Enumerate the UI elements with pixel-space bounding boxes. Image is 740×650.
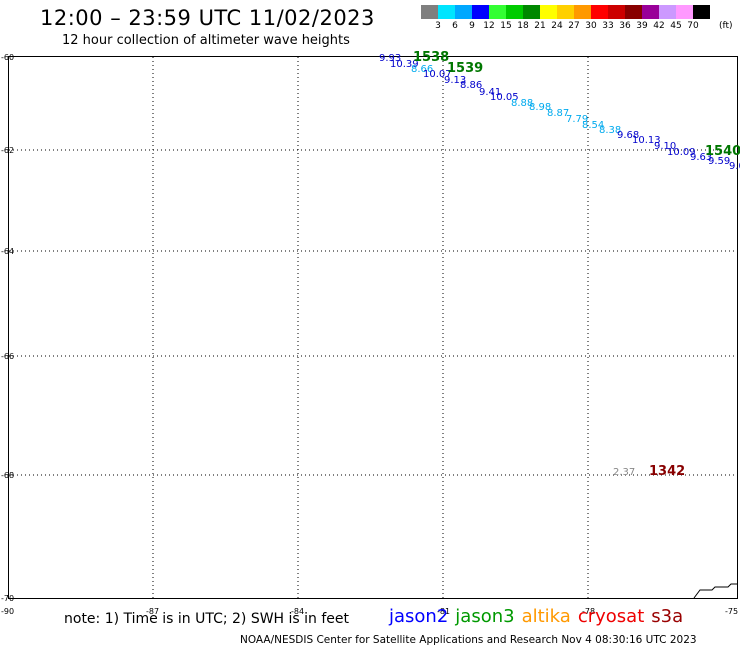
legend-swatch-16 bbox=[693, 5, 710, 19]
lon-label: -78 bbox=[582, 607, 595, 616]
legend-swatch-4 bbox=[489, 5, 506, 19]
lat-label: -64 bbox=[1, 247, 14, 256]
legend-label-6: 21 bbox=[534, 21, 546, 31]
legend-label-9: 30 bbox=[585, 21, 597, 31]
legend-swatch-14 bbox=[659, 5, 676, 19]
lon-label: -81 bbox=[437, 607, 450, 616]
satellite-cryosat: cryosat bbox=[577, 606, 645, 627]
legend-swatch-8 bbox=[557, 5, 574, 19]
pass-time-label: 1342 bbox=[649, 464, 685, 479]
map-subtitle: 12 hour collection of altimeter wave hei… bbox=[62, 33, 350, 48]
swh-label: 8.87 bbox=[547, 108, 569, 119]
legend-label-14: 45 bbox=[670, 21, 682, 31]
legend-swatch-3 bbox=[472, 5, 489, 19]
pass-time-label: 1538 bbox=[413, 50, 449, 65]
legend-label-13: 42 bbox=[653, 21, 665, 31]
swh-label: 8.66 bbox=[411, 64, 433, 75]
swh-label: 9.13 bbox=[444, 75, 466, 86]
legend-label-1: 6 bbox=[452, 21, 458, 31]
swh-label: 2.37 bbox=[613, 467, 635, 478]
footer-note: note: 1) Time is in UTC; 2) SWH is in fe… bbox=[64, 611, 350, 627]
legend-swatch-5 bbox=[506, 5, 523, 19]
lon-label: -90 bbox=[1, 607, 14, 616]
swh-label: 10.39 bbox=[390, 59, 419, 70]
swh-label: 8.86 bbox=[460, 80, 482, 91]
swh-label: 9.63 bbox=[690, 152, 712, 163]
swh-label: 8.54 bbox=[582, 120, 604, 131]
legend-swatch-6 bbox=[523, 5, 540, 19]
legend-unit: (ft) bbox=[719, 21, 733, 31]
legend-label-7: 24 bbox=[551, 21, 563, 31]
swh-label: 10.07 bbox=[423, 69, 452, 80]
legend-label-3: 12 bbox=[483, 21, 495, 31]
legend-swatch-13 bbox=[642, 5, 659, 19]
swh-label: 10.09 bbox=[667, 147, 696, 158]
lon-label: -84 bbox=[291, 607, 304, 616]
legend-label-15: 70 bbox=[687, 21, 699, 31]
legend-label-4: 15 bbox=[500, 21, 512, 31]
lon-label: -87 bbox=[146, 607, 159, 616]
legend-labels: 3 6 9 12 15 18 21 24 27 30 33 36 39 42 45 70 bbox=[421, 21, 740, 33]
legend-label-2: 9 bbox=[469, 21, 475, 31]
satellite-jason2: jason2 bbox=[389, 606, 449, 627]
legend-swatch-12 bbox=[625, 5, 642, 19]
lat-label: -70 bbox=[1, 594, 14, 603]
legend-swatch-10 bbox=[591, 5, 608, 19]
legend-label-10: 33 bbox=[602, 21, 614, 31]
satellite-s3a: s3a bbox=[651, 606, 684, 627]
swh-label: 9.93 bbox=[379, 53, 401, 64]
swh-label: 9.10 bbox=[654, 141, 676, 152]
map-title: 12:00 – 23:59 UTC 11/02/2023 bbox=[40, 6, 375, 30]
legend-swatch-15 bbox=[676, 5, 693, 19]
swh-label: 8.98 bbox=[529, 102, 551, 113]
legend-swatch-11 bbox=[608, 5, 625, 19]
credit-line: NOAA/NESDIS Center for Satellite Applica… bbox=[240, 634, 697, 646]
legend-swatch-9 bbox=[574, 5, 591, 19]
lat-label: -66 bbox=[1, 352, 14, 361]
lat-label: -62 bbox=[1, 146, 14, 155]
lon-label: -75 bbox=[725, 607, 738, 616]
satellite-altika: altika bbox=[521, 606, 571, 627]
swh-label: 9.41 bbox=[479, 87, 501, 98]
pass-time-label: 1540 bbox=[705, 144, 740, 159]
pass-time-label: 1539 bbox=[447, 61, 483, 76]
satellite-legend: jason2 jason3 altika cryosat s3a bbox=[389, 606, 690, 627]
map-frame[interactable] bbox=[8, 56, 738, 599]
legend-label-0: 3 bbox=[435, 21, 441, 31]
legend-label-8: 27 bbox=[568, 21, 580, 31]
swh-label: 8.38 bbox=[599, 125, 621, 136]
legend-label-5: 18 bbox=[517, 21, 529, 31]
legend-swatch-0 bbox=[421, 5, 438, 19]
swh-label: 10.13 bbox=[632, 135, 661, 146]
swh-label: 7.79 bbox=[566, 114, 588, 125]
legend-swatches bbox=[421, 5, 710, 19]
legend-swatch-2 bbox=[455, 5, 472, 19]
swh-label: 10.05 bbox=[490, 92, 519, 103]
swh-label: 9.0 bbox=[729, 161, 740, 172]
coastline bbox=[693, 583, 737, 599]
swh-label: 8.88 bbox=[511, 98, 533, 109]
legend-swatch-1 bbox=[438, 5, 455, 19]
legend-label-12: 39 bbox=[636, 21, 648, 31]
satellite-jason3: jason3 bbox=[455, 606, 515, 627]
lat-label: -60 bbox=[1, 53, 14, 62]
legend-swatch-7 bbox=[540, 5, 557, 19]
swh-label: 9.68 bbox=[617, 130, 639, 141]
swh-label: 9.59 bbox=[708, 156, 730, 167]
color-legend: 3 6 9 12 15 18 21 24 27 30 33 36 39 42 45 70 (ft) bbox=[421, 5, 733, 31]
legend-label-11: 36 bbox=[619, 21, 631, 31]
lat-label: -68 bbox=[1, 471, 14, 480]
